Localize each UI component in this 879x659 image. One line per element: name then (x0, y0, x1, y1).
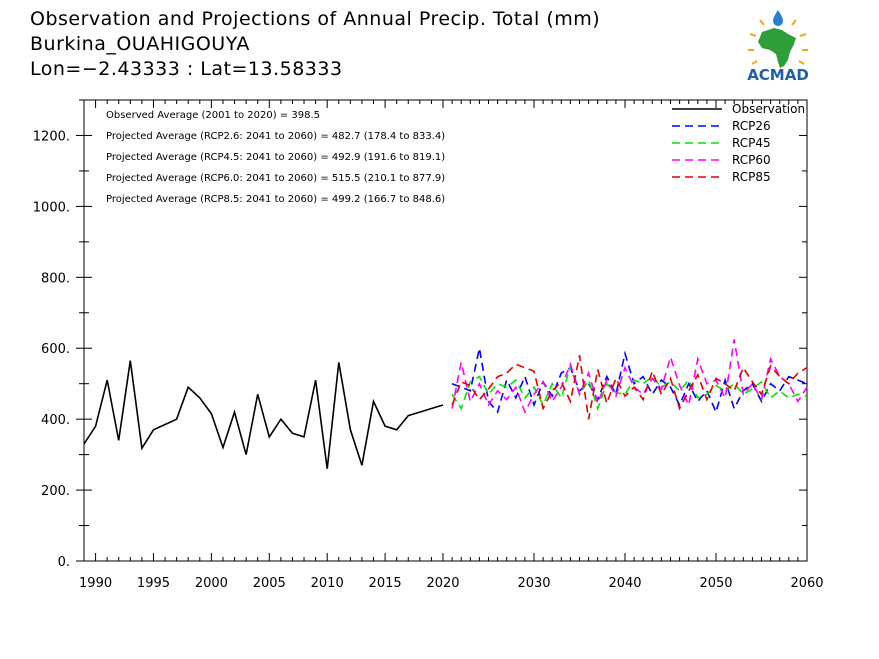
chart-series (83, 339, 808, 469)
x-tick-label: 2010 (311, 576, 344, 591)
legend-label: RCP45 (732, 136, 771, 150)
legend-label: RCP26 (732, 119, 771, 133)
legend-label: RCP60 (732, 153, 771, 167)
x-tick-label: 2040 (608, 576, 641, 591)
legend-label: Observation (732, 102, 805, 116)
y-tick-label: 400. (41, 413, 70, 428)
x-tick-label: 1990 (79, 576, 112, 591)
series-line-rcp45 (451, 363, 808, 411)
x-tick-label: 2030 (517, 576, 550, 591)
y-tick-label: 200. (41, 484, 70, 499)
x-tick-label: 1995 (137, 576, 170, 591)
coordinates: Lon=−2.43333 : Lat=13.58333 (30, 58, 343, 80)
series-line-rcp26 (451, 348, 808, 415)
y-tick-label: 1000. (33, 200, 70, 215)
plot-frame (83, 99, 808, 562)
chart-legend: Observation RCP26 RCP45 RCP60 RCP85 (672, 102, 805, 184)
x-tick-label: 2015 (369, 576, 402, 591)
annotation-text: Projected Average (RCP6.0: 2041 to 2060)… (106, 173, 445, 184)
series-line-rcp85 (451, 355, 808, 420)
x-tick-label: 2060 (790, 576, 823, 591)
chart-title: Observation and Projections of Annual Pr… (30, 8, 601, 30)
series-line-observation (83, 360, 444, 469)
annotation-text: Projected Average (RCP8.5: 2041 to 2060)… (106, 194, 445, 205)
y-tick-label: 0. (58, 555, 70, 570)
logo-text: ACMAD (747, 66, 809, 84)
annotation-text: Projected Average (RCP4.5: 2041 to 2060)… (106, 152, 445, 163)
legend-label: RCP85 (732, 170, 771, 184)
chart-annotations: Observed Average (2001 to 2020) = 398.5 P… (106, 110, 445, 205)
water-drop-icon (773, 10, 783, 26)
annotation-text: Projected Average (RCP2.6: 2041 to 2060)… (106, 131, 445, 142)
y-tick-label: 800. (41, 271, 70, 286)
x-tick-label: 2000 (195, 576, 228, 591)
chart-axes: 0. 200. 400. 600. 800. 1000. 1200. 1990 1995 2000… (33, 99, 824, 591)
y-tick-label: 1200. (33, 129, 70, 144)
x-tick-label: 2050 (699, 576, 732, 591)
location-name: Burkina_OUAHIGOUYA (30, 33, 250, 55)
series-line-rcp60 (451, 339, 808, 415)
annotation-text: Observed Average (2001 to 2020) = 398.5 (106, 110, 320, 121)
x-tick-label: 2005 (253, 576, 286, 591)
africa-shape-icon (758, 28, 796, 68)
y-tick-label: 600. (41, 342, 70, 357)
africa-map-logo: ACMAD (747, 10, 809, 84)
x-tick-label: 2020 (426, 576, 459, 591)
